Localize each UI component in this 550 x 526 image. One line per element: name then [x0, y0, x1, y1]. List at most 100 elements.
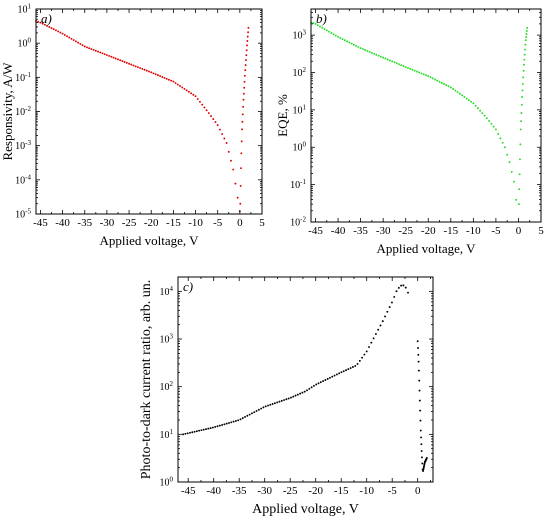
data-point — [130, 63, 133, 66]
data-point — [243, 86, 246, 89]
data-point — [454, 89, 457, 92]
data-point — [525, 36, 528, 39]
x-axis-title: Applied voltage, V — [99, 233, 199, 248]
panel-a: -45 -40 -35 -30 -25 -20 -15 -10 -5 0 5 10-5 10-4 10-3… — [0, 3, 265, 249]
data-point — [159, 75, 162, 78]
data-point — [324, 379, 327, 381]
x-tick-label: -35 — [353, 225, 368, 237]
data-point — [440, 81, 443, 84]
data-point — [136, 66, 139, 69]
data-point — [59, 31, 62, 34]
data-point — [368, 346, 370, 348]
data-point — [420, 72, 423, 75]
data-point — [203, 106, 206, 109]
data-point — [176, 83, 179, 86]
data-point — [244, 64, 247, 67]
data-point — [152, 72, 155, 75]
data-point — [225, 142, 228, 144]
data-point — [314, 22, 317, 25]
data-point — [189, 431, 191, 434]
data-point — [247, 31, 250, 34]
data-point — [112, 56, 115, 59]
data-point — [418, 399, 421, 402]
data-point — [37, 20, 40, 23]
data-point — [340, 371, 343, 374]
data-point — [214, 121, 217, 124]
data-point — [201, 103, 204, 106]
data-point — [436, 79, 439, 82]
y-tick-label: 10-2 — [15, 105, 31, 118]
data-point — [199, 100, 201, 103]
x-tick-label: -20 — [308, 485, 323, 497]
data-point — [409, 67, 412, 70]
y-tick-label: 101 — [160, 428, 174, 441]
data-point — [241, 120, 244, 123]
x-tick-label: -5 — [491, 225, 501, 237]
data-point — [119, 59, 122, 62]
x-tick-label: -40 — [331, 225, 346, 237]
data-point — [339, 37, 342, 39]
data-point — [346, 40, 349, 43]
data-point — [465, 97, 468, 100]
data-point — [242, 92, 245, 95]
data-point — [86, 46, 88, 49]
data-point — [290, 396, 292, 399]
data-point — [431, 77, 434, 80]
data-point — [519, 158, 521, 161]
data-point — [417, 347, 419, 349]
data-point — [334, 34, 337, 37]
data-point — [306, 389, 308, 392]
data-point — [377, 54, 380, 57]
y-tick-label: 10-2 — [290, 216, 306, 229]
data-point — [325, 29, 328, 32]
data-point — [165, 77, 168, 80]
data-point — [239, 418, 242, 421]
y-axis: 100 101 102 103 104 — [160, 276, 433, 489]
data-point — [264, 405, 267, 408]
data-point — [57, 30, 60, 33]
data-point — [170, 79, 173, 82]
data-point — [223, 423, 226, 426]
data-point — [506, 153, 509, 156]
data-point — [316, 24, 319, 27]
data-point — [148, 70, 150, 73]
data-point — [515, 198, 518, 201]
data-point — [395, 62, 398, 65]
data-point — [488, 120, 491, 122]
data-point — [240, 140, 243, 143]
data-point — [244, 69, 247, 72]
y-axis-title: Responsivity, A/W — [0, 62, 15, 161]
data-point — [358, 359, 361, 362]
data-point — [411, 68, 414, 71]
data-point — [332, 33, 335, 36]
y-tick-label: 100 — [293, 141, 307, 154]
data-point — [397, 286, 400, 289]
data-point — [234, 182, 237, 185]
x-tick-label: -30 — [376, 225, 391, 237]
x-axis: -45 -40 -35 -30 -25 -20 -15 -10 -5 0 — [181, 277, 431, 497]
data-point — [292, 395, 295, 398]
data-point — [273, 402, 276, 405]
data-point — [66, 35, 68, 38]
data-point — [400, 64, 403, 67]
data-point — [361, 48, 364, 50]
x-axis-title: Applied voltage, V — [252, 502, 359, 517]
data-point — [388, 306, 391, 309]
x-tick-label: -45 — [181, 485, 196, 497]
data-point — [246, 414, 249, 417]
data-point — [425, 74, 427, 77]
data-point — [287, 397, 290, 400]
y-axis-title: Photo-to-dark current ratio, arb. un. — [139, 280, 154, 479]
x-axis-title: Applied voltage, V — [376, 241, 476, 256]
data-point — [236, 196, 239, 199]
data-point — [418, 71, 421, 74]
data-point — [317, 382, 320, 385]
data-point — [79, 42, 82, 45]
data-point — [368, 50, 371, 53]
data-point — [52, 28, 55, 31]
y-tick-label: 100 — [160, 476, 174, 489]
data-point — [366, 50, 369, 52]
data-point — [90, 48, 93, 50]
data-point — [63, 33, 66, 36]
data-point — [185, 89, 188, 92]
